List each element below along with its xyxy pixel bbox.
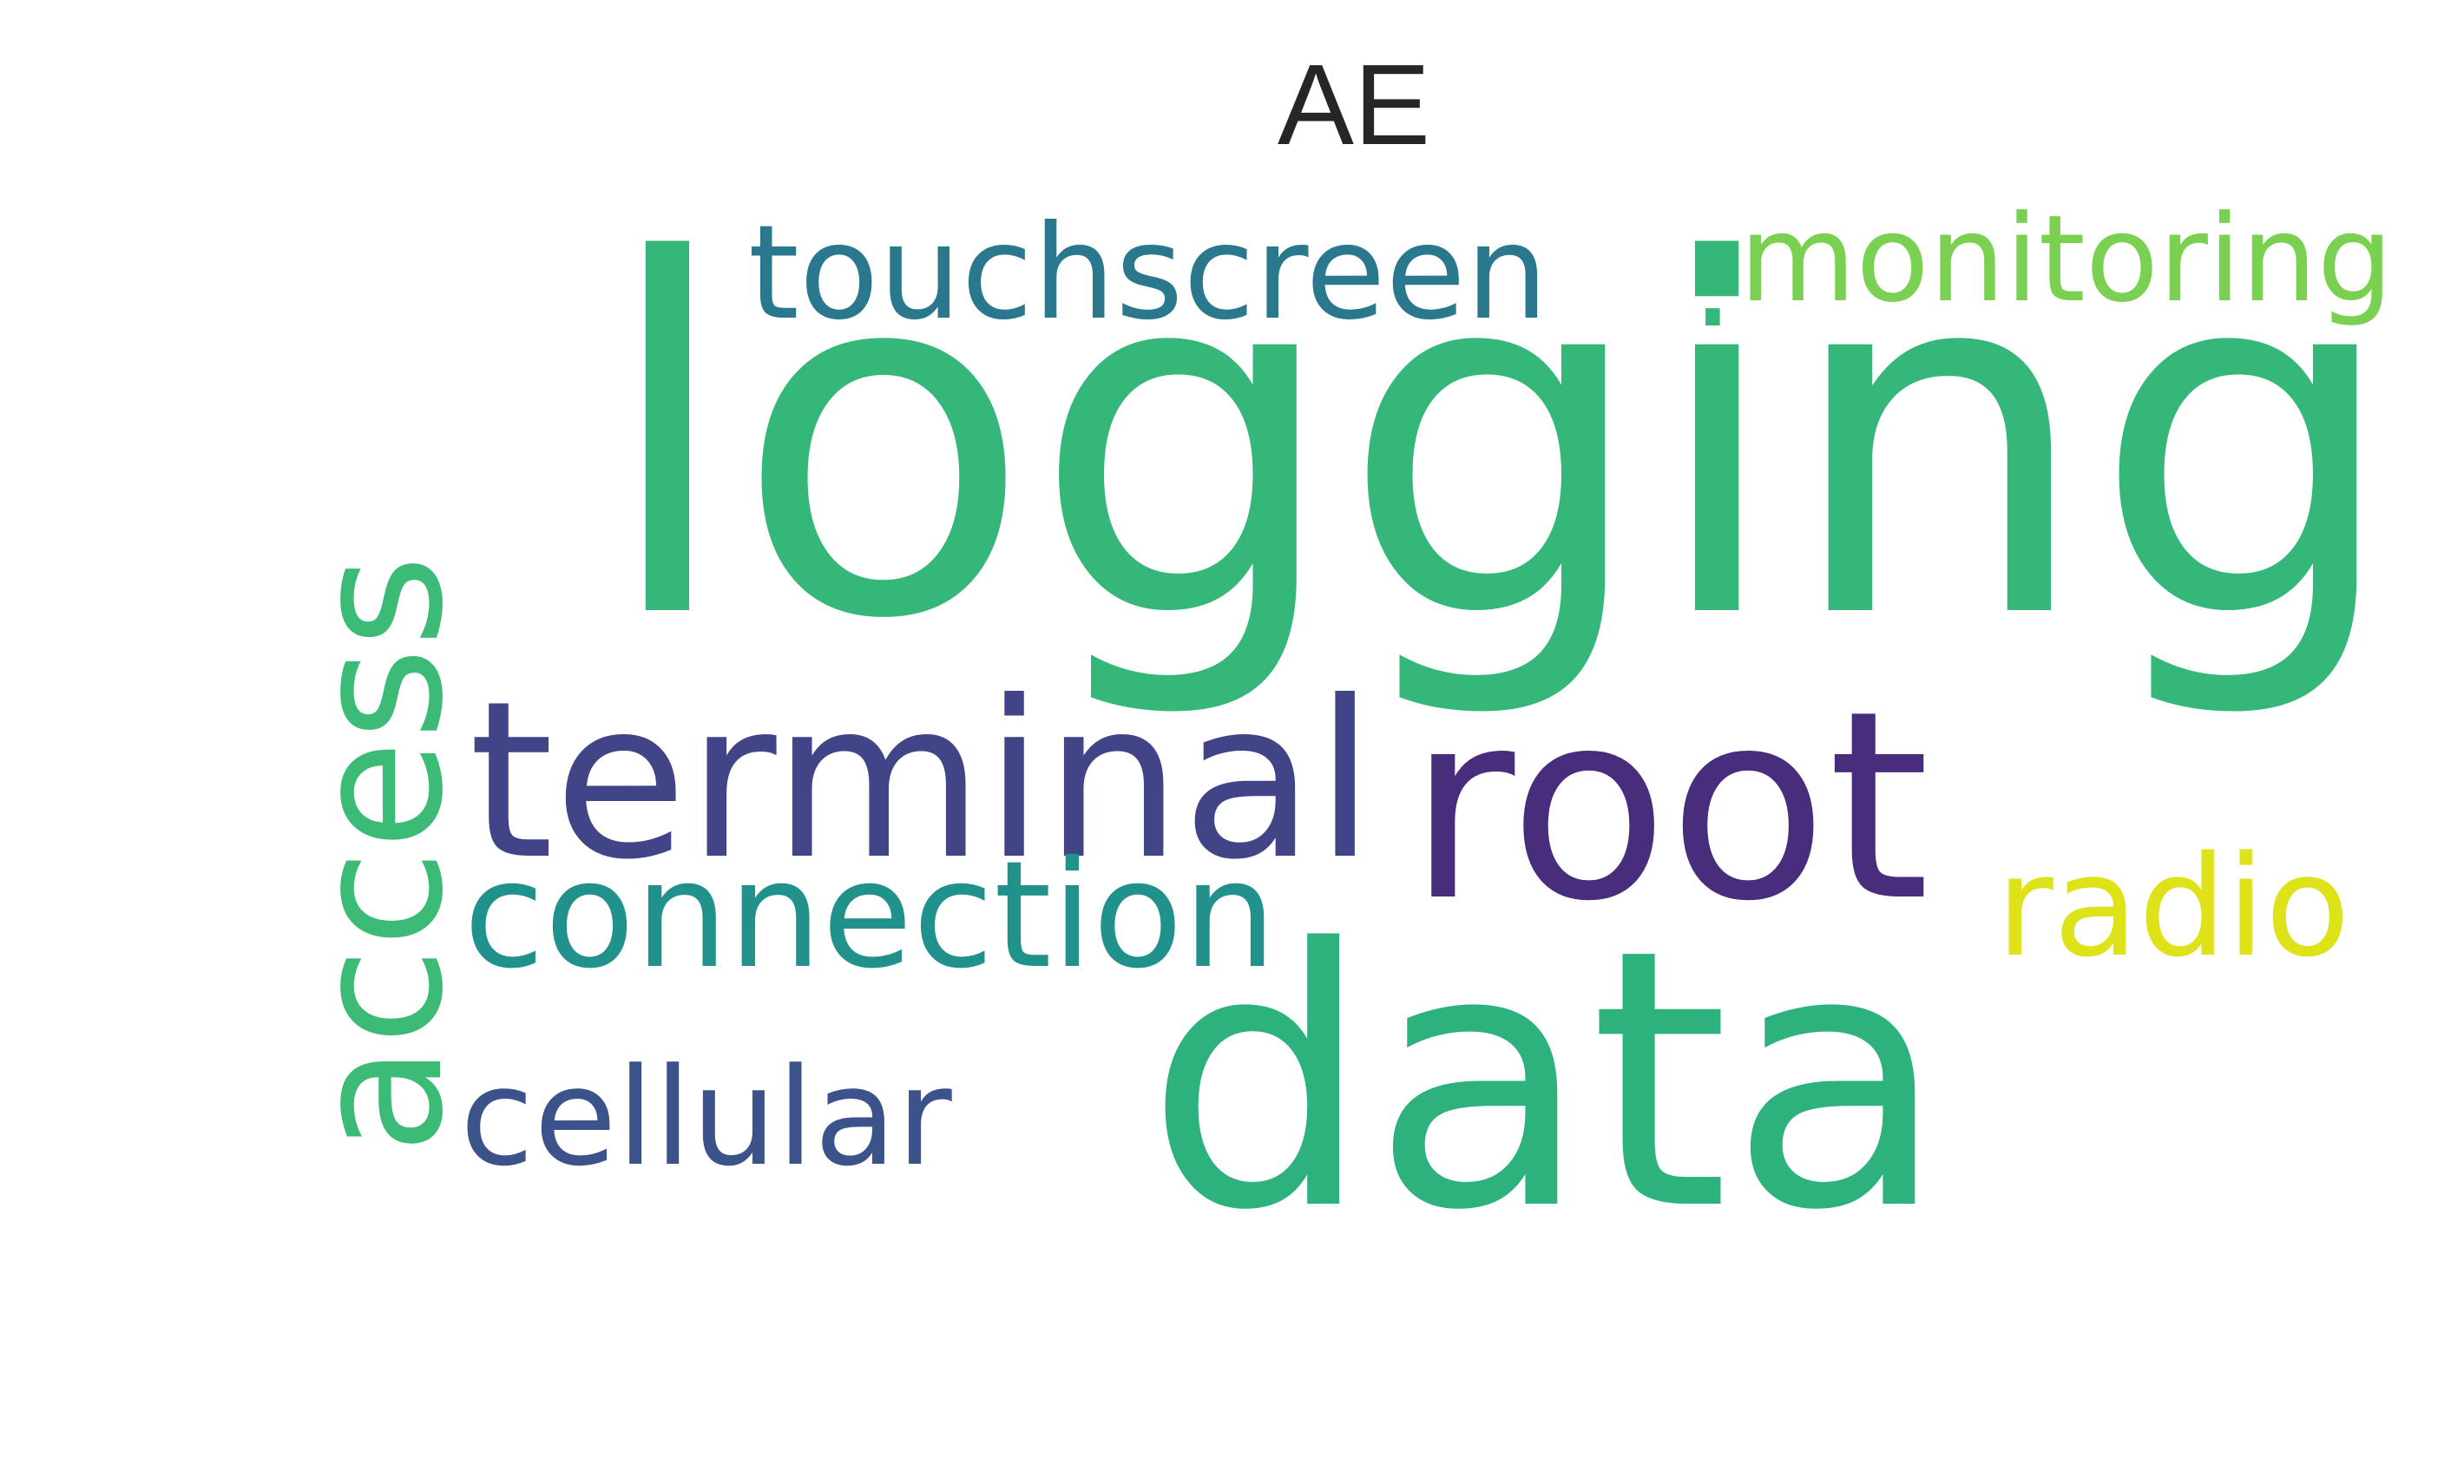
page-title: AE [1277, 41, 1431, 168]
word-radio: radio [1996, 825, 2350, 988]
word-connection: connection [463, 830, 1277, 1001]
word-logging: logging [600, 160, 2402, 726]
word-cellular: cellular [460, 1039, 952, 1196]
word-data: data [1146, 873, 1948, 1288]
word-touchscreen: touchscreen [748, 198, 1548, 349]
word-root: root [1408, 655, 1930, 958]
word-access: access [276, 555, 483, 1154]
word-monitoring: monitoring [1739, 189, 2394, 329]
word-dot: . [1691, 196, 1735, 358]
word-terminal: terminal [469, 654, 1376, 907]
